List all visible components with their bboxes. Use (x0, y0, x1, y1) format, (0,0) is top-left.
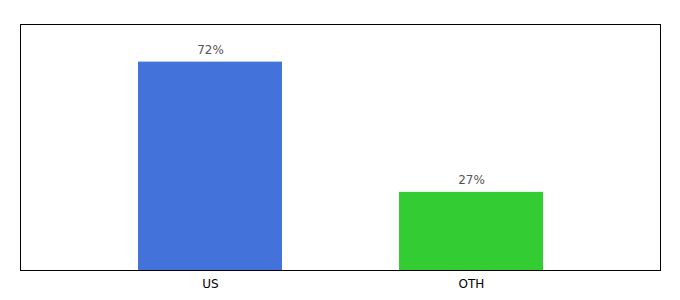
svg-text:72%: 72% (197, 43, 224, 57)
svg-text:OTH: OTH (459, 277, 485, 291)
svg-text:US: US (202, 277, 218, 291)
svg-text:27%: 27% (458, 173, 485, 187)
